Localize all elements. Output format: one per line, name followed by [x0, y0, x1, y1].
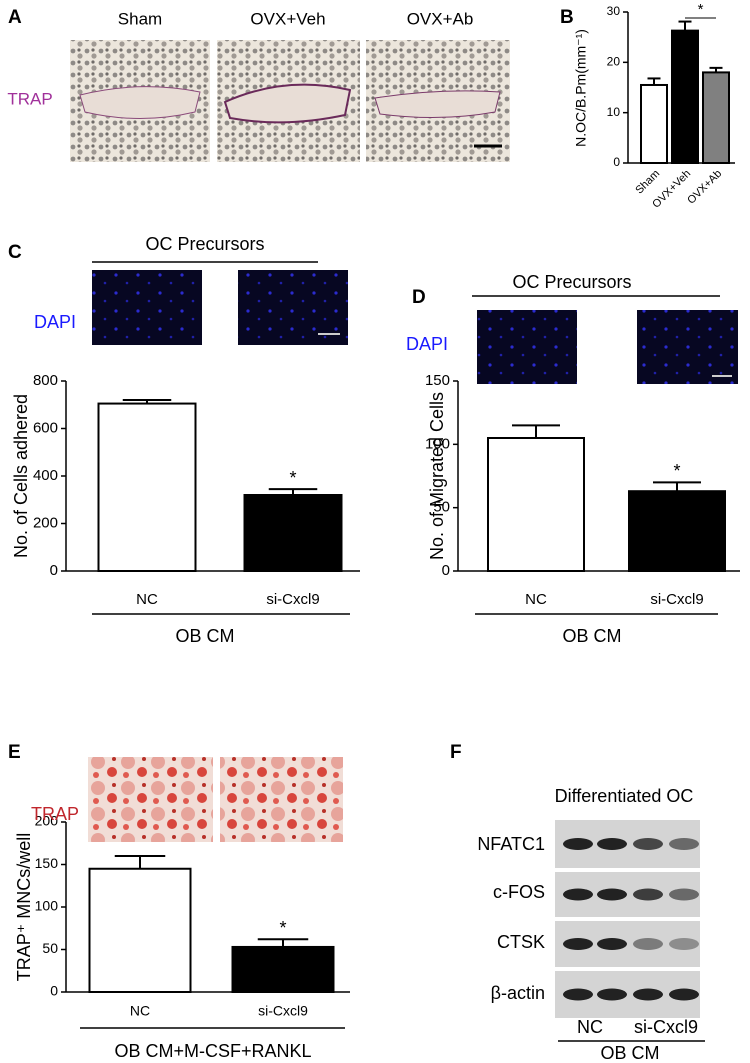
micrograph	[88, 757, 213, 842]
blot-row-label: β-actin	[491, 983, 545, 1003]
stain-label: DAPI	[34, 312, 76, 332]
y-tick-label: 600	[33, 419, 58, 436]
blot-band	[669, 988, 699, 1001]
x-tick-label: si-Cxcl9	[258, 1003, 308, 1019]
blot-row-label: NFATC1	[477, 834, 545, 854]
bar	[628, 490, 726, 573]
stain-label: TRAP	[31, 804, 79, 824]
y-tick-label: 0	[50, 983, 58, 999]
footer: OB CM	[175, 626, 234, 646]
micrographs-a	[70, 40, 510, 162]
y-tick-label: 0	[442, 562, 450, 579]
x-tick-label: NC	[136, 591, 158, 608]
y-axis-label: No. of Cells adhered	[11, 394, 31, 558]
bar	[487, 437, 585, 572]
lane-label: si-Cxcl9	[634, 1017, 698, 1037]
y-tick-label: 150	[35, 855, 59, 871]
blot-band	[597, 938, 627, 950]
y-tick-label: 400	[33, 467, 58, 484]
x-tick-label: Sham	[633, 168, 662, 197]
trabecula	[374, 90, 501, 119]
bar	[702, 71, 730, 164]
micrograph	[238, 270, 348, 345]
blot-band	[633, 938, 663, 950]
group-label: OVX+Veh	[250, 9, 325, 28]
bar	[243, 494, 343, 572]
blot-band	[563, 888, 593, 901]
footer: OB CM	[600, 1043, 659, 1063]
y-axis-label: TRAP⁺ MNCs/well	[14, 833, 34, 982]
y-tick-label: 100	[425, 435, 450, 452]
panel-letter: E	[8, 742, 21, 763]
stain-label: TRAP	[7, 89, 52, 108]
group-label: OVX+Ab	[407, 9, 474, 28]
x-tick-label: NC	[130, 1003, 150, 1019]
footer: OB CM+M-CSF+RANKL	[114, 1041, 311, 1061]
blot-band	[597, 888, 627, 901]
y-tick-label: 150	[425, 372, 450, 389]
y-tick-label: 0	[613, 155, 620, 169]
bar	[97, 402, 197, 572]
panel-letter: C	[8, 242, 22, 263]
x-tick-label: OVX+Ab	[685, 168, 724, 207]
y-axis-label: N.OC/B.Pm(mm⁻¹)	[573, 29, 589, 147]
micrograph	[477, 310, 577, 384]
y-tick-label: 50	[433, 499, 450, 516]
blot-row-label: CTSK	[497, 932, 545, 952]
group-label: Sham	[118, 9, 162, 28]
significance: *	[698, 1, 704, 18]
y-tick-label: 20	[607, 55, 621, 69]
significance: *	[673, 461, 680, 481]
header: OC Precursors	[145, 234, 264, 254]
trabecula	[223, 83, 352, 124]
lane-label: NC	[577, 1017, 603, 1037]
y-tick-label: 200	[33, 514, 58, 531]
blot-row-label: c-FOS	[493, 882, 545, 902]
significance: *	[289, 468, 296, 488]
significance: *	[279, 918, 286, 938]
blot-band	[669, 888, 699, 901]
bar	[88, 867, 192, 993]
blot-band	[563, 838, 593, 850]
panel-letter: A	[8, 7, 22, 28]
blot-band	[597, 988, 627, 1001]
bar	[231, 945, 335, 994]
y-tick-label: 50	[42, 940, 58, 956]
x-tick-label: si-Cxcl9	[650, 591, 703, 608]
blot-title: Differentiated OC	[555, 786, 694, 806]
micrograph	[220, 757, 343, 842]
blot-band	[563, 988, 593, 1001]
blot-band	[563, 938, 593, 950]
blot-band	[669, 938, 699, 950]
blot-band	[597, 838, 627, 850]
blot-band	[633, 838, 663, 850]
y-tick-label: 0	[50, 562, 58, 579]
x-tick-label: NC	[525, 591, 547, 608]
blot-band	[633, 888, 663, 901]
micrograph	[92, 270, 202, 345]
panel-letter: B	[560, 7, 574, 28]
y-tick-label: 10	[607, 105, 621, 119]
panel-letter: F	[450, 742, 462, 763]
blot-band	[633, 988, 663, 1001]
x-tick-label: si-Cxcl9	[266, 591, 319, 608]
bar	[640, 83, 668, 164]
micrograph	[637, 310, 738, 384]
western-blot	[555, 820, 700, 1018]
footer: OB CM	[562, 626, 621, 646]
y-tick-label: 30	[607, 4, 621, 18]
y-tick-label: 100	[35, 898, 59, 914]
y-axis-label: No. of Migrated Cells	[427, 392, 447, 560]
y-tick-label: 800	[33, 372, 58, 389]
panel-letter: D	[412, 287, 426, 308]
y-tick-label: 200	[35, 813, 59, 829]
header: OC Precursors	[512, 272, 631, 292]
bar	[671, 29, 699, 164]
trabecula	[79, 86, 201, 119]
blot-band	[669, 838, 699, 850]
stain-label: DAPI	[406, 334, 448, 354]
